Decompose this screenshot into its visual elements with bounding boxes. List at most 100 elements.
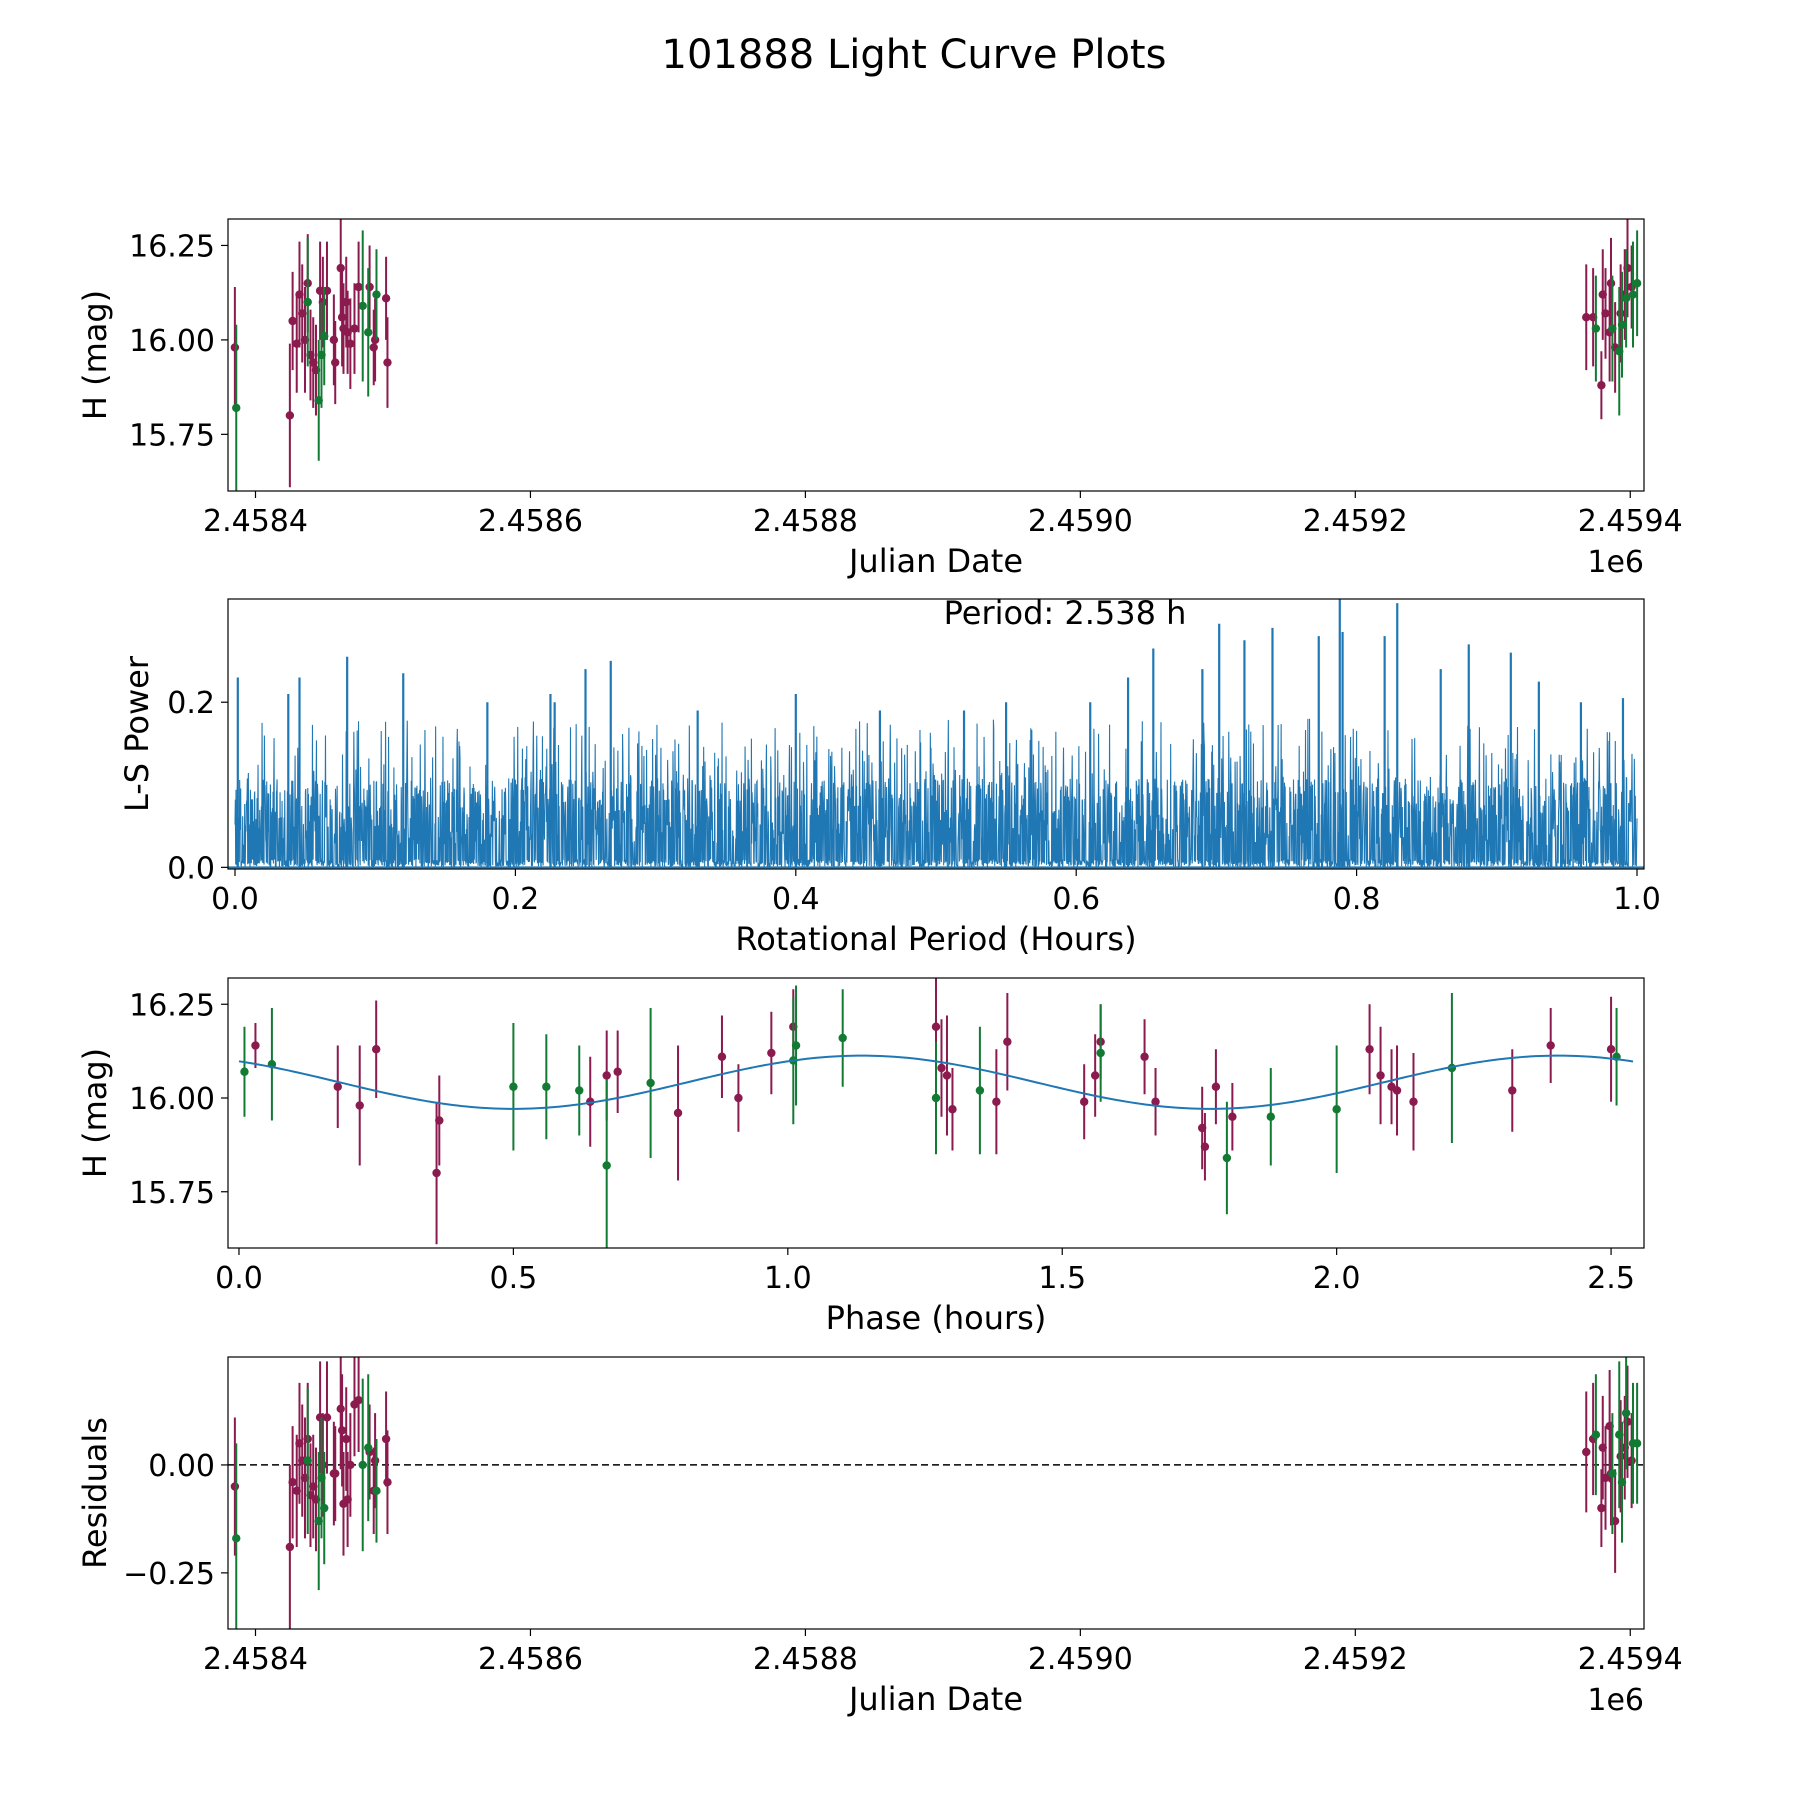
data-point [1606, 279, 1616, 288]
data-point [1409, 1097, 1418, 1106]
x-tick-label: 2.0 [1313, 1261, 1361, 1296]
data-point [975, 1086, 985, 1095]
data-point [383, 358, 392, 367]
x-tick-label: 0.0 [211, 882, 259, 917]
data-point [1200, 1142, 1210, 1151]
data-point [992, 1097, 1001, 1106]
x-tick-label: 2.4588 [753, 504, 858, 539]
data-point [1597, 1503, 1606, 1513]
data-point [717, 1052, 727, 1061]
y-tick-label: 0.00 [148, 1449, 215, 1484]
data-point [251, 1041, 260, 1050]
y-axis-label: H (mag) [76, 290, 114, 420]
data-point [1591, 1430, 1601, 1439]
panel-3: 0.0 0.5 1.0 1.5 2.0 2.5 15.75 16.00 16.25 Phase (… [76, 977, 1645, 1337]
data-point [285, 1542, 295, 1552]
data-point [230, 343, 240, 352]
data-point [1597, 381, 1606, 390]
x-tick-label: 2.4588 [753, 1642, 858, 1677]
data-point [937, 1063, 946, 1073]
data-point [1376, 1071, 1385, 1080]
x-tick-label: 1.5 [1038, 1261, 1086, 1296]
data-point [354, 1395, 363, 1405]
x-tick-label: 2.4590 [1028, 504, 1133, 539]
data-point [372, 1486, 381, 1496]
data-point [371, 1045, 381, 1054]
data-point [646, 1078, 655, 1088]
data-point [791, 1041, 801, 1050]
data-point [673, 1108, 683, 1118]
data-point [329, 335, 339, 345]
data-point [336, 263, 345, 273]
data-point [381, 1434, 391, 1444]
data-point [288, 316, 297, 326]
x-tick-label: 0.8 [1333, 882, 1381, 917]
data-point [331, 358, 340, 367]
data-point [337, 1426, 347, 1435]
data-point [232, 1534, 241, 1543]
data-point [1508, 1086, 1517, 1095]
y-tick-label: 15.75 [129, 1176, 215, 1211]
data-point [1079, 1097, 1089, 1106]
y-axis-label: H (mag) [76, 1048, 114, 1178]
data-point [318, 1460, 328, 1470]
y-tick-label: 16.00 [129, 324, 215, 359]
data-point [381, 294, 391, 303]
x-tick-label: 1.0 [764, 1261, 812, 1296]
x-tick-label: 2.4584 [203, 504, 308, 539]
panel-3-plot-area [238, 978, 1634, 1248]
data-point [1003, 1037, 1012, 1046]
data-point [364, 328, 373, 337]
data-point [322, 1413, 332, 1422]
data-point [1623, 1417, 1632, 1426]
x-tick-label: 0.4 [772, 882, 820, 917]
data-point [342, 1434, 351, 1444]
data-point [509, 1082, 518, 1091]
panel-3-frame [227, 977, 1645, 1249]
y-tick-label: 16.25 [129, 988, 215, 1023]
x-tick-label: 2.4586 [478, 1642, 583, 1677]
data-point [1151, 1097, 1160, 1106]
data-point [336, 1404, 345, 1414]
x-tick-label: 2.4592 [1303, 1642, 1408, 1677]
data-point [1608, 1469, 1617, 1478]
data-point [1228, 1112, 1237, 1121]
panel-4-plot-area [228, 1357, 1644, 1629]
data-point [288, 1478, 297, 1487]
data-point [240, 1067, 249, 1076]
y-axis-label: L-S Power [118, 655, 156, 812]
data-point [1616, 309, 1625, 318]
data-point [346, 339, 355, 348]
data-point [342, 297, 351, 307]
data-point [1582, 1447, 1591, 1457]
data-point [575, 1086, 584, 1095]
data-point [1632, 1439, 1642, 1448]
x-tick-label: 2.4590 [1028, 1642, 1133, 1677]
y-tick-label: 0.2 [167, 686, 215, 721]
series-green [232, 1357, 1642, 1629]
data-point [346, 1460, 355, 1470]
x-offset-label: 1e6 [1587, 1683, 1644, 1718]
x-axis-label: Julian Date [847, 1680, 1023, 1718]
data-point [1621, 1408, 1631, 1418]
data-point [838, 1033, 847, 1043]
data-point [1601, 309, 1610, 318]
data-point [358, 301, 367, 311]
data-point [435, 1116, 444, 1125]
panel-2: 0.0 0.2 0.4 0.6 0.8 1.0 0.0 0.2 Rotational Perio… [118, 594, 1661, 958]
data-point [948, 1105, 957, 1114]
data-point [370, 1456, 380, 1465]
data-point [1621, 294, 1631, 303]
data-point [602, 1071, 611, 1080]
y-tick-label: 16.00 [129, 1082, 215, 1117]
data-point [372, 290, 381, 299]
data-point [369, 343, 378, 352]
data-point [358, 1460, 367, 1470]
y-tick-label: 0.0 [167, 851, 215, 886]
data-point [1623, 263, 1632, 273]
x-tick-label: 2.4594 [1578, 504, 1683, 539]
x-tick-label: 0.5 [490, 1261, 538, 1296]
x-axis-label: Phase (hours) [826, 1299, 1047, 1337]
